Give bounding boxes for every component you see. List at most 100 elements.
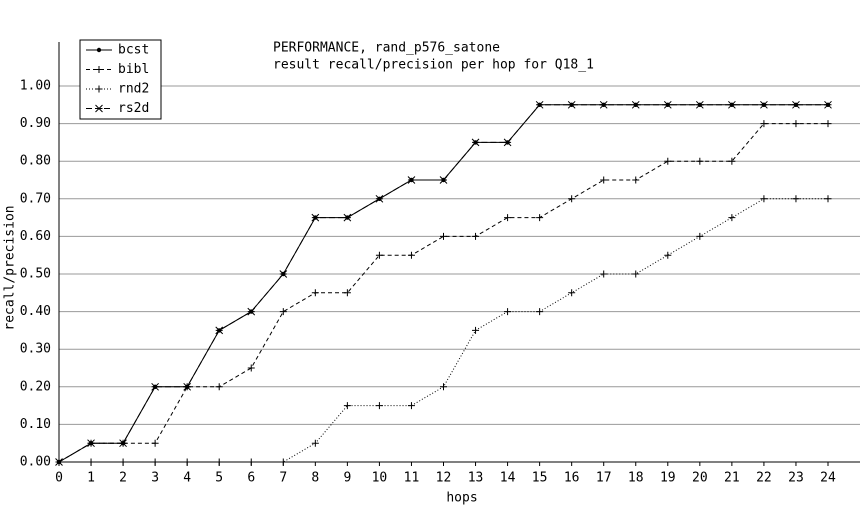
marker-dot	[96, 47, 102, 53]
marker	[343, 213, 352, 222]
marker-glyph	[215, 383, 223, 391]
x-tick-label: 22	[756, 471, 772, 486]
marker	[503, 138, 512, 147]
marker	[600, 270, 608, 278]
marker-glyph	[471, 138, 480, 147]
marker-glyph	[664, 251, 672, 259]
marker	[695, 100, 704, 109]
x-tick-label: 3	[151, 471, 159, 486]
marker	[792, 195, 800, 203]
marker-glyph	[279, 308, 287, 316]
x-tick-label: 14	[500, 471, 516, 486]
marker	[824, 100, 832, 109]
legend-label: rs2d	[118, 101, 149, 116]
y-tick-label: 0.20	[20, 379, 51, 394]
marker-glyph	[279, 270, 288, 278]
marker	[760, 100, 768, 109]
marker	[151, 458, 159, 466]
x-tick-label: 2	[119, 471, 127, 486]
marker-glyph	[343, 289, 351, 297]
marker-glyph	[632, 176, 640, 184]
marker-glyph	[55, 458, 63, 466]
y-tick-label: 0.80	[20, 154, 51, 169]
marker-glyph	[504, 308, 512, 316]
x-tick-label: 9	[343, 471, 351, 486]
marker	[760, 195, 768, 203]
x-tick-label: 8	[311, 471, 319, 486]
marker-glyph	[440, 383, 447, 391]
marker	[375, 251, 383, 259]
marker	[504, 308, 512, 316]
marker-glyph	[536, 308, 544, 316]
y-tick-label: 0.00	[20, 455, 51, 470]
x-tick-label: 20	[692, 471, 708, 486]
y-tick-label: 0.10	[20, 417, 51, 432]
marker	[440, 232, 447, 240]
marker	[55, 458, 63, 466]
marker-glyph	[311, 289, 319, 297]
series-line	[58, 123, 828, 463]
marker-glyph	[375, 194, 384, 203]
marker-glyph	[599, 100, 608, 109]
legend-label: bibl	[118, 62, 149, 77]
x-tick-label: 18	[628, 471, 644, 486]
marker-glyph	[440, 232, 447, 240]
marker	[247, 307, 256, 316]
marker	[472, 326, 480, 334]
marker	[664, 251, 672, 259]
marker	[536, 308, 544, 316]
marker	[183, 458, 191, 466]
x-axis-label: hops	[446, 491, 477, 506]
marker-glyph	[631, 100, 640, 109]
marker-glyph	[728, 157, 736, 165]
y-tick-label: 0.50	[20, 267, 51, 282]
marker	[824, 120, 832, 128]
marker	[728, 214, 736, 222]
y-tick-label: 0.30	[20, 342, 51, 357]
legend-label: rnd2	[118, 82, 149, 97]
marker-glyph	[375, 251, 383, 259]
legend-box	[79, 39, 162, 120]
marker-glyph	[183, 458, 191, 466]
marker	[632, 176, 640, 184]
marker	[568, 195, 576, 203]
marker	[824, 195, 832, 203]
marker-glyph	[568, 195, 576, 203]
marker-glyph	[95, 85, 103, 93]
marker	[439, 176, 448, 184]
marker	[311, 213, 320, 222]
marker-glyph	[279, 458, 287, 466]
x-tick-label: 12	[436, 471, 452, 486]
x-tick-label: 11	[404, 471, 420, 486]
marker-glyph	[407, 176, 416, 184]
marker	[311, 439, 319, 447]
marker-glyph	[151, 458, 159, 466]
marker-glyph	[567, 100, 576, 109]
marker	[151, 382, 159, 391]
marker-glyph	[760, 120, 768, 128]
marker	[375, 194, 384, 203]
marker-glyph	[503, 138, 512, 147]
marker	[696, 157, 704, 165]
marker-glyph	[215, 326, 224, 335]
x-tick-label: 16	[564, 471, 580, 486]
marker	[504, 214, 512, 222]
marker	[407, 176, 416, 184]
marker-glyph	[439, 176, 448, 184]
marker	[279, 270, 288, 278]
marker-glyph	[760, 100, 768, 109]
marker	[472, 232, 480, 240]
x-tick-label: 1	[87, 471, 95, 486]
marker	[792, 120, 800, 128]
y-tick-label: 0.90	[20, 116, 51, 131]
marker-glyph	[311, 439, 319, 447]
x-tick-label: 17	[596, 471, 612, 486]
marker-glyph	[760, 195, 768, 203]
y-tick-label: 0.60	[20, 229, 51, 244]
marker-glyph	[95, 66, 103, 73]
marker	[728, 100, 736, 109]
x-tick-label: 0	[55, 471, 63, 486]
marker-glyph	[728, 214, 736, 222]
marker	[87, 439, 95, 448]
marker-glyph	[824, 100, 832, 109]
